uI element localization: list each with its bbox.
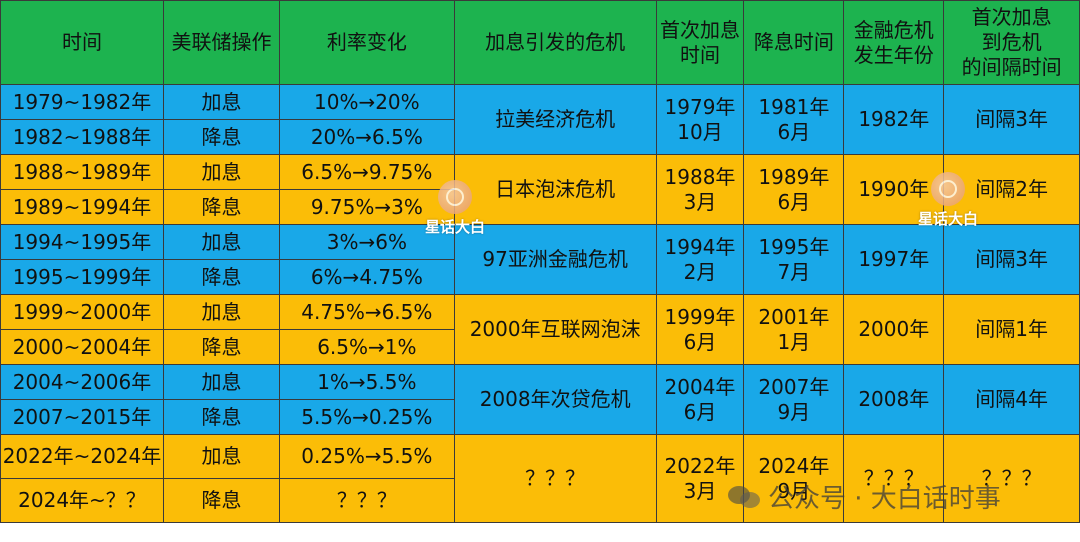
cut-time-cell: 2001年 1月 — [743, 294, 845, 365]
rate-change-cell: 10%→20% — [278, 84, 455, 120]
table-row: 2024年~？？ 降息？？？ — [0, 478, 1080, 523]
table-row: 1988~1989年 加息 6.5%→9.75% 日本泡沫危机 1988年 3月 1989年… — [0, 154, 1080, 225]
operation-cell: 降息 — [162, 478, 280, 523]
rate-change-cell: 6%→4.75% — [278, 259, 455, 295]
cut-time-cell: 2007年 9月 — [743, 364, 845, 435]
crisis-cell: 2008年次贷危机 — [453, 364, 657, 435]
interval-cell: ？？？ — [943, 434, 1080, 523]
first-hike-cell: 1999年 6月 — [655, 294, 745, 365]
operation-cell: 降息 — [162, 189, 280, 225]
table-row: 1989~1994年 降息 9.75%→3% — [0, 189, 1080, 225]
header-cell-cut-time: 降息时间 — [743, 0, 845, 85]
interval-cell: 间隔3年 — [943, 84, 1080, 155]
table-row: 2000~2004年 降息 6.5%→1% — [0, 329, 1080, 365]
crisis-year-cell: 1997年 — [843, 224, 945, 295]
table-row: 1999~2000年 加息 4.75%→6.5% 2000年互联网泡沫 1999年 6月 2… — [0, 294, 1080, 365]
first-hike-cell: 2004年 6月 — [655, 364, 745, 435]
header-cell-operation: 美联储操作 — [162, 0, 280, 85]
operation-cell: 加息 — [162, 434, 280, 479]
rate-change-cell: 6.5%→9.75% — [278, 154, 455, 190]
table-body: 1979~1982年 加息 10%→20% 拉美经济危机 1979年 10月 1981年 6月… — [0, 84, 1080, 523]
operation-cell: 加息 — [162, 154, 280, 190]
rate-change-cell: 1%→5.5% — [278, 364, 455, 400]
crisis-cell: 97亚洲金融危机 — [453, 224, 657, 295]
cut-time-cell: 1989年 6月 — [743, 154, 845, 225]
crisis-year-cell: ？？？ — [843, 434, 945, 523]
crisis-year-cell: 2008年 — [843, 364, 945, 435]
header-cell-interval: 首次加息 到危机 的间隔时间 — [943, 0, 1080, 85]
interval-cell: 间隔1年 — [943, 294, 1080, 365]
crisis-year-cell: 1990年 — [843, 154, 945, 225]
first-hike-cell: 1988年 3月 — [655, 154, 745, 225]
rate-change-cell: 20%→6.5% — [278, 119, 455, 155]
operation-cell: 加息 — [162, 364, 280, 400]
rate-crisis-table: 时间 美联储操作 利率变化 加息引发的危机 首次加息 时间 降息时间 金融危机 发生… — [0, 0, 1080, 523]
operation-cell: 降息 — [162, 329, 280, 365]
time-cell: 2000~2004年 — [0, 329, 164, 365]
time-cell: 2007~2015年 — [0, 399, 164, 435]
crisis-cell: ？？？ — [453, 434, 657, 523]
rate-change-cell: 6.5%→1% — [278, 329, 455, 365]
rate-change-cell: ？？？ — [278, 478, 455, 523]
rate-change-cell: 4.75%→6.5% — [278, 294, 455, 330]
table-row: 1994~1995年 加息 3%→6% 97亚洲金融危机 1994年 2月 1995年 7月 1… — [0, 224, 1080, 295]
table-row: 1982~1988年 降息 20%→6.5% — [0, 119, 1080, 155]
operation-cell: 降息 — [162, 399, 280, 435]
cut-time-cell: 1995年 7月 — [743, 224, 845, 295]
header-cell-first-hike: 首次加息 时间 — [655, 0, 745, 85]
first-hike-cell: 1979年 10月 — [655, 84, 745, 155]
time-cell: 1999~2000年 — [0, 294, 164, 330]
table-row: 1979~1982年 加息 10%→20% 拉美经济危机 1979年 10月 1981年 6月… — [0, 84, 1080, 155]
time-cell: 1994~1995年 — [0, 224, 164, 260]
table-row: 2022年~2024年 加息 0.25%→5.5%？？？ 2022年 3月 2024年 9月… — [0, 434, 1080, 523]
header-cell-crisis-year: 金融危机 发生年份 — [843, 0, 945, 85]
time-cell: 1988~1989年 — [0, 154, 164, 190]
crisis-year-cell: 1982年 — [843, 84, 945, 155]
table-row: 1995~1999年 降息 6%→4.75% — [0, 259, 1080, 295]
header-cell-crisis: 加息引发的危机 — [453, 0, 657, 85]
cut-time-cell: 1981年 6月 — [743, 84, 845, 155]
operation-cell: 加息 — [162, 84, 280, 120]
header-row: 时间 美联储操作 利率变化 加息引发的危机 首次加息 时间 降息时间 金融危机 发生… — [0, 0, 1080, 85]
crisis-year-cell: 2000年 — [843, 294, 945, 365]
time-cell: 1995~1999年 — [0, 259, 164, 295]
time-cell: 1989~1994年 — [0, 189, 164, 225]
rate-change-cell: 9.75%→3% — [278, 189, 455, 225]
operation-cell: 降息 — [162, 259, 280, 295]
time-cell: 2024年~？？ — [0, 478, 164, 523]
time-cell: 1979~1982年 — [0, 84, 164, 120]
crisis-cell: 日本泡沫危机 — [453, 154, 657, 225]
rate-change-cell: 0.25%→5.5% — [278, 434, 455, 479]
header-cell-rate-change: 利率变化 — [278, 0, 455, 85]
rate-change-cell: 3%→6% — [278, 224, 455, 260]
interval-cell: 间隔4年 — [943, 364, 1080, 435]
time-cell: 2022年~2024年 — [0, 434, 164, 479]
crisis-cell: 拉美经济危机 — [453, 84, 657, 155]
operation-cell: 降息 — [162, 119, 280, 155]
operation-cell: 加息 — [162, 224, 280, 260]
header-cell-time: 时间 — [0, 0, 164, 85]
first-hike-cell: 1994年 2月 — [655, 224, 745, 295]
rate-change-cell: 5.5%→0.25% — [278, 399, 455, 435]
interval-cell: 间隔3年 — [943, 224, 1080, 295]
time-cell: 2004~2006年 — [0, 364, 164, 400]
cut-time-cell: 2024年 9月 — [743, 434, 845, 523]
table-row: 2004~2006年 加息 1%→5.5% 2008年次贷危机 2004年 6月 2007年… — [0, 364, 1080, 435]
operation-cell: 加息 — [162, 294, 280, 330]
first-hike-cell: 2022年 3月 — [655, 434, 745, 523]
crisis-cell: 2000年互联网泡沫 — [453, 294, 657, 365]
interval-cell: 间隔2年 — [943, 154, 1080, 225]
time-cell: 1982~1988年 — [0, 119, 164, 155]
